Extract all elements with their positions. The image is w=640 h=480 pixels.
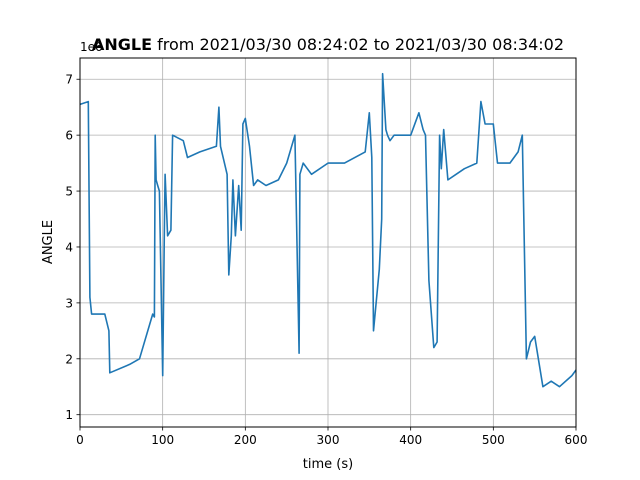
x-tick-label: 600 — [565, 433, 588, 447]
y-tick-label: 5 — [65, 185, 73, 199]
x-tick-label: 100 — [151, 433, 174, 447]
y-tick-label: 1 — [65, 408, 73, 422]
y-tick-label: 6 — [65, 129, 73, 143]
x-tick-label: 0 — [76, 433, 84, 447]
y-tick-label: 3 — [65, 296, 73, 310]
x-axis-label: time (s) — [303, 457, 353, 472]
chart-title: ANGLE from 2021/03/30 08:24:02 to 2021/0… — [92, 35, 564, 54]
y-offset-label: 1e6 — [80, 40, 103, 54]
y-tick-label: 7 — [65, 73, 73, 87]
y-tick-label: 4 — [65, 240, 73, 254]
x-tick-label: 500 — [482, 433, 505, 447]
x-axis: 0 100 200 300 400 500 600 — [76, 427, 587, 447]
chart-title-rest: from 2021/03/30 08:24:02 to 2021/03/30 0… — [152, 35, 564, 54]
x-tick-label: 300 — [317, 433, 340, 447]
x-tick-label: 200 — [234, 433, 257, 447]
x-tick-label: 400 — [399, 433, 422, 447]
chart-title-bold: ANGLE — [92, 35, 152, 54]
grid-lines — [79, 58, 577, 427]
y-axis-label: ANGLE — [41, 220, 56, 264]
angle-series-line — [79, 72, 577, 388]
y-axis: 1 2 3 4 5 6 7 — [65, 73, 80, 422]
y-tick-label: 2 — [65, 352, 73, 366]
plot-area — [79, 72, 577, 388]
